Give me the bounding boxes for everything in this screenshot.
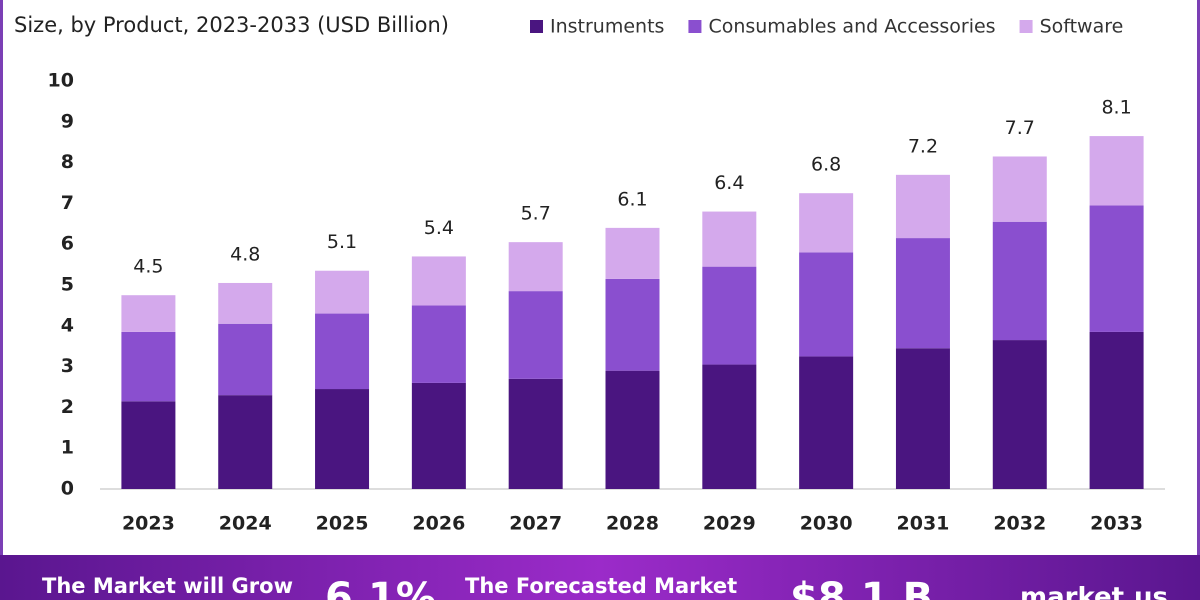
- legend-label: Instruments: [550, 16, 664, 38]
- x-tick-label: 2027: [509, 513, 562, 535]
- bar-segment: [702, 266, 757, 365]
- y-tick-label: 6: [61, 233, 74, 255]
- y-tick-label: 2: [61, 396, 74, 418]
- legend-label: Software: [1040, 16, 1124, 38]
- legend-swatch: [530, 20, 543, 33]
- bar-segment: [799, 252, 854, 357]
- bar-segment: [315, 389, 370, 489]
- bar-segment: [1089, 331, 1144, 489]
- banner-text: The Market will Grow: [42, 574, 293, 598]
- total-label: 7.7: [1005, 117, 1035, 139]
- bar-segment: [895, 238, 950, 349]
- bar-segment: [605, 227, 660, 279]
- legend-swatch: [688, 20, 702, 33]
- total-label: 4.8: [230, 243, 260, 265]
- bar-segment: [411, 305, 466, 383]
- y-tick-label: 1: [61, 437, 74, 459]
- bar-segment: [411, 256, 466, 306]
- bar-segment: [315, 313, 370, 390]
- x-tick-label: 2031: [897, 513, 950, 535]
- bar-segment: [605, 370, 660, 489]
- bar-segment: [702, 364, 757, 489]
- bar-segment: [315, 270, 370, 314]
- x-tick-label: 2029: [703, 513, 756, 535]
- x-tick-label: 2030: [800, 513, 853, 535]
- banner: [0, 555, 1200, 600]
- bar-segment: [992, 221, 1047, 341]
- y-tick-label: 8: [61, 151, 74, 173]
- total-label: 5.1: [327, 231, 357, 253]
- x-tick-label: 2023: [122, 513, 175, 535]
- y-tick-label: 9: [61, 110, 74, 132]
- total-label: 6.8: [811, 154, 841, 176]
- bar-segment: [992, 156, 1047, 222]
- banner-brand: market.us: [1020, 583, 1168, 600]
- frame-border: [1197, 0, 1200, 555]
- frame-border: [0, 0, 3, 555]
- x-tick-label: 2028: [606, 513, 659, 535]
- banner-value: $8.1 B: [790, 575, 933, 600]
- x-tick-label: 2024: [219, 513, 272, 535]
- x-tick-label: 2025: [316, 513, 369, 535]
- y-tick-label: 5: [61, 274, 74, 296]
- bar-segment: [799, 356, 854, 489]
- total-label: 5.4: [424, 217, 454, 239]
- y-tick-label: 3: [61, 355, 74, 377]
- bar-segment: [1089, 136, 1144, 206]
- bar-segment: [411, 382, 466, 489]
- bar-segment: [508, 378, 563, 489]
- bar-segment: [1089, 205, 1144, 332]
- total-label: 4.5: [133, 256, 163, 278]
- total-label: 6.4: [714, 172, 744, 194]
- banner-text: The Forecasted Market: [465, 574, 737, 598]
- legend-swatch: [1019, 20, 1033, 33]
- total-label: 7.2: [908, 135, 938, 157]
- banner-cagr: 6.1%: [325, 575, 436, 600]
- bar-segment: [121, 401, 176, 489]
- x-tick-label: 2026: [412, 513, 465, 535]
- bar-segment: [799, 193, 854, 253]
- bar-segment: [702, 211, 757, 267]
- bar-segment: [508, 291, 563, 379]
- bar-segment: [218, 395, 273, 489]
- bar-segment: [218, 323, 273, 396]
- y-tick-label: 0: [61, 478, 74, 500]
- chart-subtitle: Size, by Product, 2023-2033 (USD Billion…: [14, 13, 449, 37]
- x-tick-label: 2033: [1090, 513, 1143, 535]
- bar-segment: [895, 348, 950, 489]
- bar-segment: [121, 295, 176, 332]
- bar-segment: [508, 242, 563, 292]
- bar-segment: [992, 340, 1047, 489]
- y-tick-label: 10: [48, 70, 74, 92]
- total-label: 5.7: [521, 203, 551, 225]
- bar-segment: [605, 278, 660, 371]
- total-label: 6.1: [617, 188, 647, 210]
- bar-segment: [218, 282, 273, 324]
- y-tick-label: 4: [61, 314, 74, 336]
- bar-segment: [121, 331, 176, 402]
- x-tick-label: 2032: [993, 513, 1046, 535]
- y-tick-label: 7: [61, 192, 74, 214]
- bar-segment: [895, 174, 950, 239]
- legend-label: Consumables and Accessories: [708, 16, 995, 38]
- total-label: 8.1: [1101, 97, 1131, 119]
